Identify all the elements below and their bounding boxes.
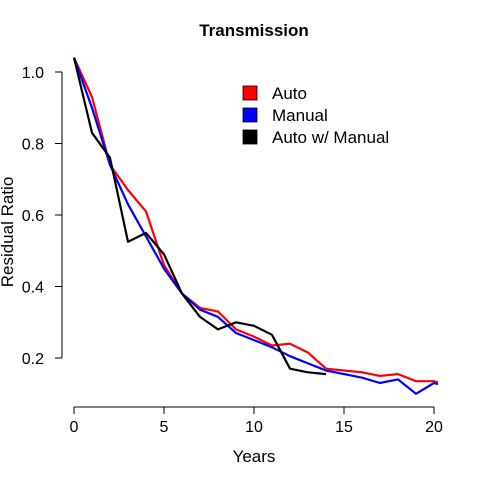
legend-label: Manual [272,106,328,125]
chart-title: Transmission [199,21,309,40]
x-tick-label: 10 [245,419,263,436]
series-line-auto-w-manual [72,57,327,376]
x-tick-label: 0 [70,419,79,436]
y-tick-label: 0.2 [22,351,44,368]
x-tick-label: 20 [425,419,443,436]
legend-label: Auto w/ Manual [272,128,389,147]
y-axis-ticks: 0.2 0.4 0.6 0.8 1.0 [22,65,62,368]
y-tick-label: 0.6 [22,208,44,225]
y-tick-label: 1.0 [22,65,44,82]
y-tick-label: 0.4 [22,280,44,297]
legend-swatch-auto [242,85,258,101]
x-axis-ticks: 0 5 10 15 20 [70,407,443,436]
legend-label: Auto [272,84,307,103]
series-line-manual [72,57,439,395]
series-line-auto [72,57,439,384]
y-axis-label: Residual Ratio [0,177,17,288]
x-axis-label: Years [233,447,276,466]
y-tick-label: 0.8 [22,137,44,154]
plot-series [72,57,439,395]
x-tick-label: 15 [335,419,353,436]
legend-swatch-auto-w-manual [242,129,258,145]
legend: Auto Manual Auto w/ Manual [242,84,389,147]
x-tick-label: 5 [160,419,169,436]
legend-swatch-manual [242,107,258,123]
